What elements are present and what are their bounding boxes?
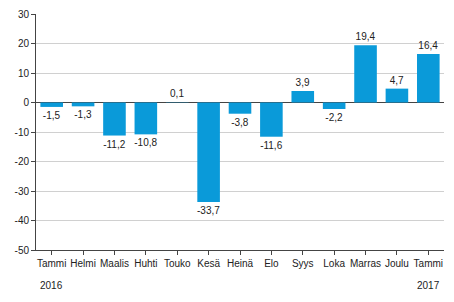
svg-text:Tammi: Tammi [414,258,443,269]
svg-text:Marras: Marras [350,258,381,269]
svg-text:-2,2: -2,2 [325,112,343,123]
svg-text:-10: -10 [15,127,30,138]
svg-text:-11,2: -11,2 [103,139,125,150]
svg-text:20: 20 [18,38,30,49]
svg-text:19,4: 19,4 [356,31,376,42]
svg-text:Maalis: Maalis [100,258,129,269]
svg-text:0: 0 [23,97,29,108]
svg-text:2016: 2016 [40,280,63,291]
svg-text:0,1: 0,1 [170,88,184,99]
svg-text:Elo: Elo [264,258,279,269]
svg-text:Loka: Loka [323,258,345,269]
svg-text:-50: -50 [15,245,30,256]
svg-text:Syys: Syys [292,258,314,269]
svg-text:10: 10 [18,68,30,79]
svg-text:2017: 2017 [417,280,440,291]
svg-text:Touko: Touko [164,258,191,269]
svg-text:Helmi: Helmi [70,258,96,269]
svg-text:-10,8: -10,8 [134,137,157,148]
svg-text:16,4: 16,4 [418,40,438,51]
svg-text:Tammi: Tammi [37,258,66,269]
svg-text:-20: -20 [15,156,30,167]
svg-text:-1,5: -1,5 [43,110,61,121]
svg-text:Joulu: Joulu [385,258,409,269]
svg-text:Kesä: Kesä [197,258,220,269]
svg-text:4,7: 4,7 [390,75,404,86]
svg-text:3,9: 3,9 [296,77,310,88]
svg-text:-40: -40 [15,215,30,226]
svg-text:-11,6: -11,6 [260,140,282,151]
svg-text:-30: -30 [15,186,30,197]
svg-text:-33,7: -33,7 [197,205,220,216]
svg-text:-3,8: -3,8 [231,117,249,128]
svg-text:30: 30 [18,9,30,20]
svg-text:-1,3: -1,3 [74,109,92,120]
svg-text:Heinä: Heinä [227,258,254,269]
svg-text:Huhti: Huhti [134,258,157,269]
